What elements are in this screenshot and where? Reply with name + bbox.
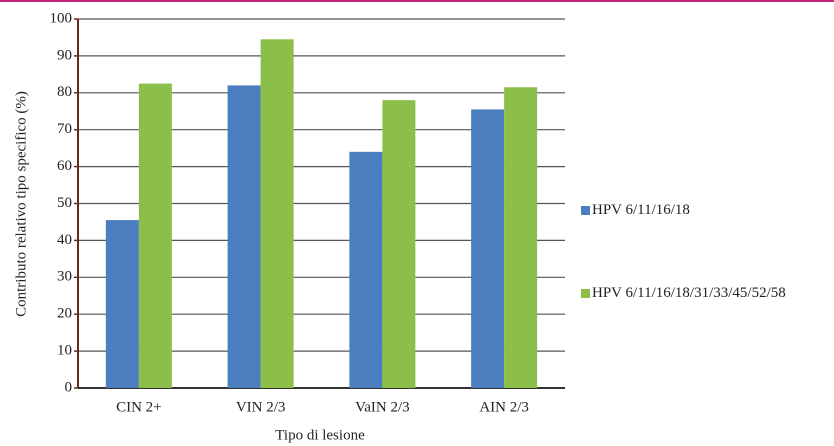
- y-tick-label: 70: [57, 121, 72, 137]
- bar: [227, 85, 261, 389]
- y-tick-label: 30: [57, 269, 72, 285]
- y-axis-label: Contributo relativo tipo specifico (%): [13, 91, 29, 317]
- x-tick-label: AIN 2/3: [479, 399, 529, 415]
- y-tick-label: 90: [57, 47, 72, 63]
- x-tick-label: CIN 2+: [116, 399, 162, 415]
- bar: [504, 87, 538, 388]
- y-tick-label: 40: [57, 232, 72, 248]
- y-tick-label: 10: [57, 343, 72, 359]
- legend-swatch: [581, 206, 590, 215]
- legend-swatch: [581, 289, 590, 298]
- bar: [382, 100, 416, 389]
- y-tick-label: 60: [57, 158, 72, 174]
- x-tick-label: VIN 2/3: [236, 399, 286, 415]
- bar: [138, 83, 172, 388]
- bar: [105, 220, 139, 388]
- bar: [260, 39, 294, 389]
- bar: [349, 151, 383, 388]
- y-tick-label: 80: [57, 84, 72, 100]
- legend-item: HPV 6/11/16/18/31/33/45/52/58: [581, 285, 817, 301]
- x-axis-label: Tipo di lesione: [275, 427, 365, 443]
- legend-label: HPV 6/11/16/18/31/33/45/52/58: [592, 285, 786, 301]
- legend-label: HPV 6/11/16/18: [592, 202, 690, 218]
- legend-item: HPV 6/11/16/18: [581, 202, 832, 218]
- x-tick-label: VaIN 2/3: [355, 399, 410, 415]
- y-tick-label: 20: [57, 306, 72, 322]
- y-tick-label: 100: [50, 10, 73, 26]
- bar: [471, 109, 505, 388]
- y-tick-label: 50: [57, 195, 72, 211]
- y-tick-label: 0: [65, 379, 73, 395]
